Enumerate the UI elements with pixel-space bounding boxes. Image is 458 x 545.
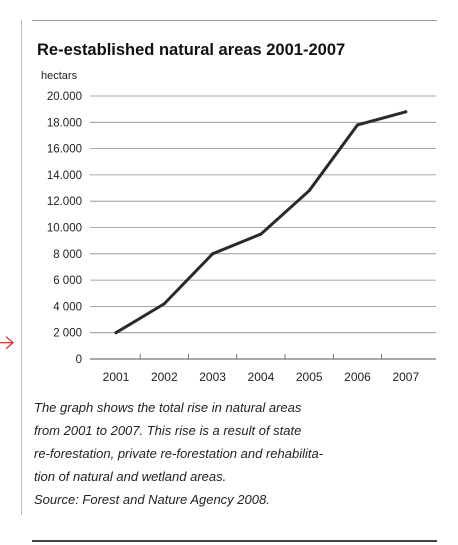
x-tick-label: 2001	[103, 370, 130, 384]
y-tick-label: 12.000	[47, 196, 82, 208]
caption-line-4: tion of natural and wetland areas.	[34, 469, 227, 484]
y-tick-label: 14.000	[47, 170, 82, 182]
y-tick-label: 0	[76, 354, 82, 366]
source-line: Source: Forest and Nature Agency 2008.	[34, 492, 270, 507]
data-point	[162, 302, 166, 306]
caption-line-2: from 2001 to 2007. This rise is a result…	[34, 423, 302, 438]
y-tick-label: 8 000	[53, 249, 82, 261]
y-axis-label: hectars	[41, 70, 78, 82]
top-rule	[32, 20, 437, 21]
y-tick-label: 4 000	[53, 301, 82, 313]
y-tick-label: 2 000	[53, 328, 82, 340]
y-tick-label: 18.000	[47, 117, 82, 129]
chart-caption: The graph shows the total rise in natura…	[34, 396, 444, 511]
x-tick-label: 2005	[296, 370, 323, 384]
grid-lines	[90, 95, 436, 360]
y-tick-label: 16.000	[47, 144, 82, 156]
x-tick-label: 2004	[248, 370, 275, 384]
data-point	[356, 123, 359, 127]
y-tick-label: 20.000	[47, 91, 82, 103]
series-layer	[114, 110, 408, 335]
data-point	[307, 189, 311, 193]
data-point	[404, 110, 408, 114]
x-tick-labels: 2001 2002 2003 2004 2005 2006 2007	[103, 354, 419, 384]
red-arrow-annotation	[0, 336, 14, 350]
x-tick-label: 2002	[151, 370, 178, 384]
caption-line-1: The graph shows the total rise in natura…	[34, 400, 302, 415]
arrow-head	[5, 336, 14, 350]
y-tick-labels: 0 2 000 4 000 6 000 8 000 10.000 12.000 14.000 1…	[47, 91, 82, 366]
series-line	[114, 110, 408, 335]
x-tick-label: 2007	[392, 370, 419, 384]
data-point	[114, 331, 118, 335]
x-tick-label: 2003	[199, 370, 226, 384]
y-tick-label: 6 000	[53, 275, 82, 287]
bottom-rule	[32, 540, 437, 542]
data-point	[211, 252, 215, 256]
line-chart: Re-established natural areas 2001-2007 h…	[0, 41, 436, 384]
data-point	[259, 232, 263, 236]
caption-line-3: re-forestation, private re-forestation a…	[34, 446, 324, 461]
x-tick-label: 2006	[344, 370, 371, 384]
y-tick-label: 10.000	[47, 223, 82, 235]
chart-title: Re-established natural areas 2001-2007	[37, 41, 345, 59]
left-edge-rule	[21, 20, 22, 515]
